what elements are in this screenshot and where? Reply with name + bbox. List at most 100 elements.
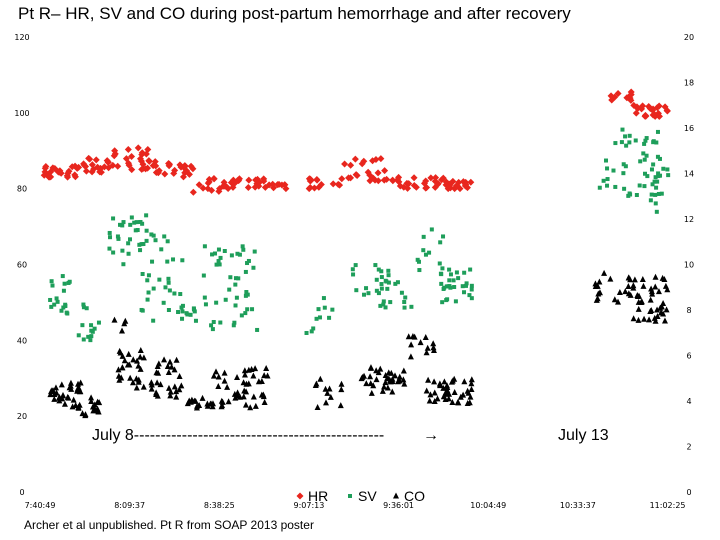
sv-point <box>439 281 444 286</box>
co-point <box>654 306 661 313</box>
sv-point <box>453 299 458 304</box>
co-point <box>127 374 134 381</box>
x-tick-label: 9:36:01 <box>383 501 414 510</box>
sv-point <box>460 284 465 289</box>
sv-point <box>137 242 142 247</box>
co-point <box>381 383 388 390</box>
sv-point <box>108 235 113 240</box>
co-point <box>52 384 59 391</box>
co-point <box>117 349 124 356</box>
hr-point <box>261 183 269 191</box>
sv-point <box>202 295 207 300</box>
sv-point <box>165 259 170 264</box>
sv-point <box>373 263 378 268</box>
co-point <box>48 388 55 395</box>
hr-point <box>372 155 380 163</box>
co-point <box>119 327 126 334</box>
sv-point <box>469 287 474 292</box>
co-point <box>89 403 96 410</box>
sv-point <box>157 277 162 282</box>
sv-point <box>223 297 228 302</box>
co-point <box>622 288 629 295</box>
chart-title: Pt R– HR, SV and CO during post-partum h… <box>18 4 571 23</box>
sv-point <box>145 297 150 302</box>
co-point <box>466 399 473 406</box>
co-point <box>221 377 228 384</box>
hr-point <box>377 155 385 163</box>
co-point <box>243 380 250 387</box>
sv-point <box>50 283 55 288</box>
hr-point <box>447 180 455 188</box>
sv-point <box>605 166 610 171</box>
co-point <box>164 362 171 369</box>
co-point <box>148 381 155 388</box>
sv-point <box>379 286 384 291</box>
sv-point <box>462 270 467 275</box>
x-tick-label: 8:38:25 <box>204 501 235 510</box>
sv-point <box>605 183 610 188</box>
sv-point <box>140 221 145 226</box>
co-point <box>155 369 162 376</box>
co-point <box>51 395 58 402</box>
co-point <box>651 314 658 321</box>
co-point <box>631 276 638 283</box>
co-point <box>630 315 637 322</box>
co-point <box>449 399 456 406</box>
sv-point <box>364 286 369 291</box>
hr-point <box>152 162 160 170</box>
hr-point <box>467 178 475 186</box>
co-point <box>363 380 370 387</box>
co-point <box>67 379 74 386</box>
hr-point <box>661 103 669 111</box>
y-right-tick-label: 20 <box>684 33 694 42</box>
sv-point <box>115 234 120 239</box>
hr-point <box>396 182 404 190</box>
hr-point <box>394 176 402 184</box>
hr-point <box>334 180 342 188</box>
y-left-tick-label: 0 <box>19 488 24 497</box>
sv-point <box>622 186 627 191</box>
sv-point <box>379 275 384 280</box>
sv-point <box>146 273 151 278</box>
sv-point <box>469 283 474 288</box>
co-point <box>241 371 248 378</box>
co-point <box>425 376 432 383</box>
co-point <box>389 388 396 395</box>
sv-point <box>657 156 662 161</box>
co-point <box>258 377 265 384</box>
sv-point <box>49 279 54 284</box>
sv-point <box>210 252 215 257</box>
sv-point <box>650 182 655 187</box>
co-point <box>234 373 241 380</box>
hr-point <box>338 175 346 183</box>
sv-point <box>623 164 628 169</box>
hr-point <box>88 161 96 169</box>
sv-point <box>232 320 237 325</box>
co-point <box>449 377 456 384</box>
co-point <box>176 372 183 379</box>
co-point <box>173 393 180 400</box>
hr-point <box>404 184 412 192</box>
co-point <box>176 386 183 393</box>
sv-point <box>658 173 663 178</box>
sv-point <box>134 220 139 225</box>
hr-point <box>329 180 337 188</box>
sv-point <box>641 151 646 156</box>
hr-point <box>630 101 638 109</box>
co-point <box>219 401 226 408</box>
sv-point <box>252 249 257 254</box>
sv-point <box>243 293 248 298</box>
sv-point <box>159 247 164 252</box>
co-point <box>68 385 75 392</box>
legend-marker-hr <box>296 492 304 500</box>
sv-point <box>127 237 132 242</box>
sv-point <box>649 192 654 197</box>
sv-point <box>462 290 467 295</box>
co-point <box>171 383 178 390</box>
co-point <box>250 393 257 400</box>
hr-point <box>452 182 460 190</box>
co-point <box>240 393 247 400</box>
sv-point <box>201 273 206 278</box>
sv-point <box>648 198 653 203</box>
sv-point <box>150 259 155 264</box>
